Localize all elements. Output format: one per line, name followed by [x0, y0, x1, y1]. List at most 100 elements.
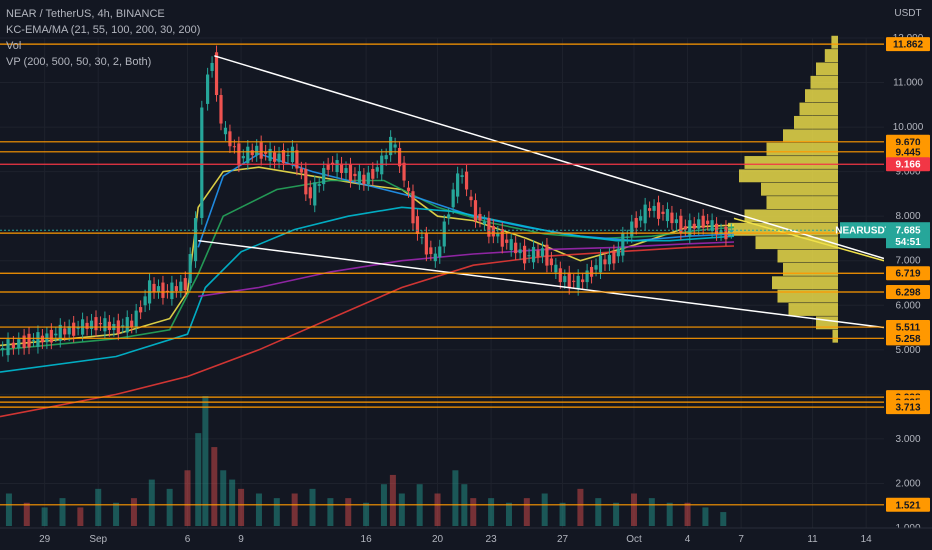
candle-body — [576, 275, 580, 290]
indicator-kc-ema[interactable]: KC-EMA/MA (21, 55, 100, 200, 30, 200) — [6, 24, 201, 36]
candle-body — [17, 339, 21, 349]
candle-body — [121, 325, 125, 327]
candle-body — [464, 171, 469, 190]
volume-bar — [452, 470, 459, 526]
candle-body — [232, 146, 236, 148]
volume-profile-bar — [810, 75, 838, 89]
volume-profile-bar — [799, 102, 838, 116]
candle-body — [348, 164, 353, 181]
candle-body — [210, 62, 214, 71]
volume-bar — [202, 396, 209, 526]
candle-body — [200, 107, 204, 218]
volume-bar — [23, 502, 30, 526]
candle-body — [621, 233, 625, 256]
candle-body — [125, 317, 129, 333]
moving-averages — [0, 152, 735, 418]
time-tick-label: Oct — [626, 534, 642, 545]
volume-bar — [345, 498, 352, 526]
price-axis-bg[interactable] — [884, 0, 932, 528]
candle-body — [536, 250, 540, 257]
candle-body — [710, 220, 714, 232]
candle-body — [424, 233, 428, 255]
indicator-vp[interactable]: VP (200, 500, 50, 30, 2, Both) — [6, 56, 152, 68]
candle-body — [630, 221, 634, 237]
level-price-label: 11.862 — [893, 40, 923, 51]
indicator-vol[interactable]: Vol — [6, 40, 22, 52]
volume-bar — [523, 498, 530, 526]
volume-bar — [211, 447, 218, 526]
candle-body — [527, 255, 531, 257]
volume-profile-bar — [744, 156, 838, 169]
candle-body — [509, 239, 513, 251]
candle-body — [63, 328, 67, 335]
candle-body — [31, 339, 36, 341]
candle-body — [139, 307, 143, 313]
currency-label: USDT — [894, 8, 921, 19]
ma-line-kc-mid — [0, 206, 735, 373]
level-price-label: 3.713 — [895, 403, 920, 414]
candle-body — [89, 320, 94, 329]
time-axis-bg[interactable] — [0, 528, 932, 550]
volume-bar — [184, 470, 191, 526]
candle-body — [250, 150, 254, 156]
candle-body — [451, 189, 455, 208]
current-price-box — [886, 222, 930, 249]
candle-body — [290, 146, 295, 163]
candle-body — [339, 163, 344, 173]
price-tick-label: 8.000 — [895, 211, 920, 222]
candle-body — [22, 335, 26, 349]
time-tick-label: 4 — [685, 534, 691, 545]
volume-profile-bar — [816, 62, 838, 76]
candle-body — [729, 230, 733, 233]
volume-profile-bar — [824, 49, 838, 62]
candle-body — [308, 187, 312, 199]
candle-body — [362, 174, 366, 185]
time-tick-label: 14 — [861, 534, 873, 545]
candle-body — [473, 200, 478, 222]
candle-body — [706, 220, 710, 224]
candle-body — [701, 215, 705, 228]
price-tick-label: 7.000 — [895, 256, 920, 267]
candle-body — [179, 281, 183, 292]
volume-bar — [613, 502, 620, 526]
candle-body — [295, 150, 299, 169]
candle-body — [661, 211, 665, 214]
candle-body — [152, 283, 156, 293]
ma-line-ema-55 — [0, 179, 735, 351]
candle-body — [237, 143, 241, 166]
level-tag — [886, 266, 930, 281]
trendlines — [198, 55, 885, 329]
candle-body — [313, 182, 317, 206]
candle-body — [429, 247, 433, 255]
candle-body — [206, 74, 210, 104]
candle-body — [67, 326, 71, 335]
candle-body — [76, 327, 80, 329]
candle-body — [174, 286, 178, 292]
volume-bar — [666, 502, 673, 526]
price-tick-label: 10.000 — [893, 122, 924, 133]
candle-body — [679, 215, 683, 234]
candle-body — [371, 168, 375, 179]
price-tick-label: 2.000 — [895, 478, 920, 489]
chart-legend: NEAR / TetherUS, 4h, BINANCE KC-EMA/MA (… — [6, 6, 200, 70]
candle-body — [380, 155, 384, 175]
candle-body — [98, 323, 103, 325]
candle-body — [1, 348, 5, 350]
volume-bar — [41, 507, 48, 526]
candle-body — [58, 324, 62, 341]
candle-body — [478, 213, 482, 221]
level-tag — [886, 37, 930, 52]
candle-body — [469, 196, 473, 201]
level-price-label: 5.511 — [896, 323, 921, 334]
volume-bar — [541, 493, 548, 526]
candle-body — [420, 237, 424, 239]
candle-body — [589, 266, 594, 277]
candle-body — [442, 221, 446, 247]
price-line — [1, 45, 733, 362]
volume-profile-bar — [761, 182, 838, 196]
candle-body — [411, 191, 415, 224]
volume-bar — [389, 474, 396, 526]
time-tick-label: 16 — [361, 534, 373, 545]
time-tick-label: 20 — [432, 534, 444, 545]
